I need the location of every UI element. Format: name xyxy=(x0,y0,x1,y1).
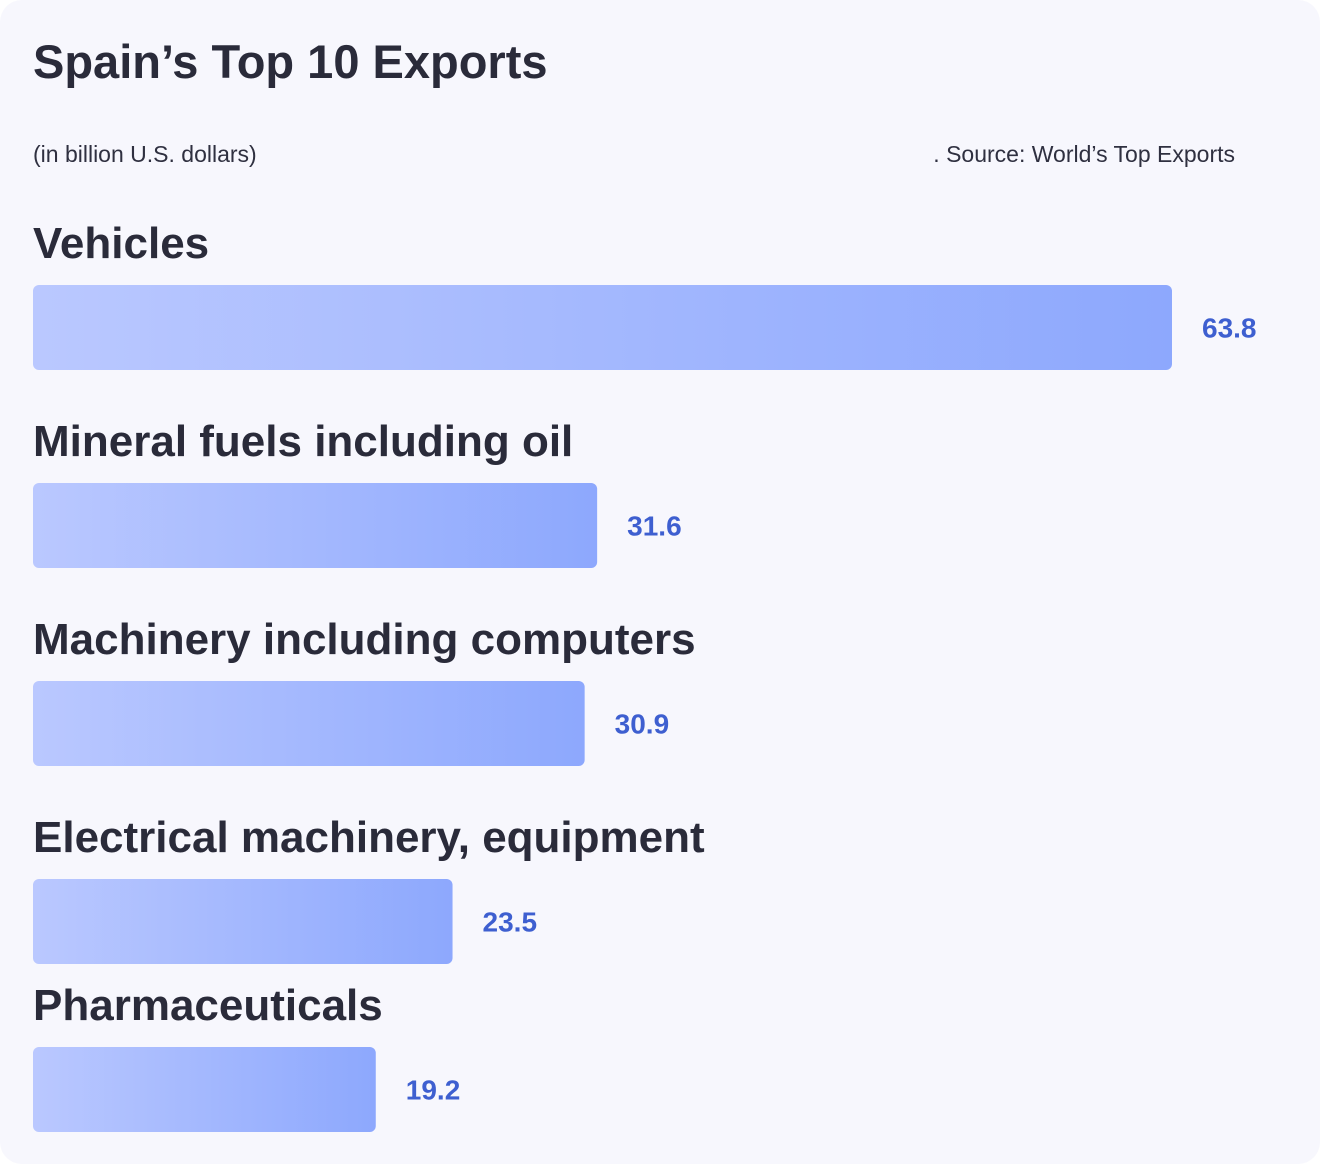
value-label: 31.6 xyxy=(627,511,682,542)
category-label: Pharmaceuticals xyxy=(33,981,383,1030)
value-label: 30.9 xyxy=(615,709,670,740)
chart-source: . Source: World’s Top Exports xyxy=(933,141,1235,167)
bar xyxy=(33,483,598,568)
category-label: Vehicles xyxy=(33,219,209,268)
value-label: 19.2 xyxy=(406,1075,461,1106)
chart-title: Spain’s Top 10 Exports xyxy=(33,35,548,88)
bars-group: Vehicles 63.8 Mineral fuels including oil 3… xyxy=(33,219,1257,1132)
category-label: Electrical machinery, equipment xyxy=(33,813,705,862)
bar xyxy=(33,879,453,964)
bar xyxy=(33,681,585,766)
value-label: 63.8 xyxy=(1202,313,1257,344)
chart-subtitle: (in billion U.S. dollars) xyxy=(33,141,257,167)
bar xyxy=(33,1047,376,1132)
value-label: 23.5 xyxy=(483,907,537,938)
category-label: Machinery including computers xyxy=(33,615,696,664)
category-label: Mineral fuels including oil xyxy=(33,417,573,466)
bar xyxy=(33,285,1172,370)
